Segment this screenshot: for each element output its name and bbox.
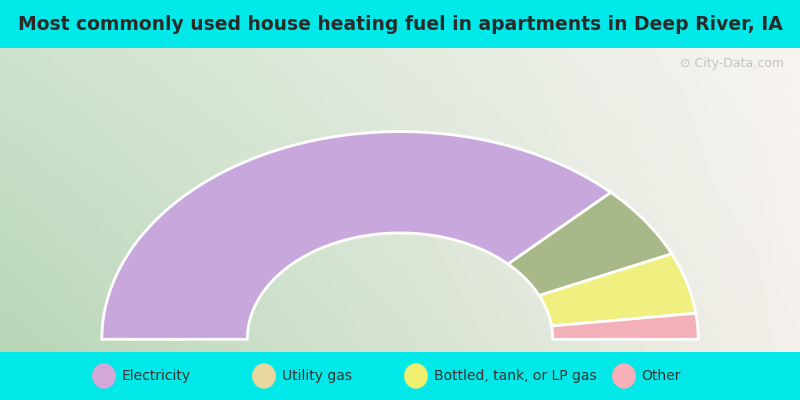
Text: Other: Other xyxy=(642,369,681,383)
Text: Utility gas: Utility gas xyxy=(282,369,352,383)
Text: Bottled, tank, or LP gas: Bottled, tank, or LP gas xyxy=(434,369,596,383)
Text: Electricity: Electricity xyxy=(122,369,190,383)
Ellipse shape xyxy=(613,364,635,388)
Polygon shape xyxy=(508,192,672,296)
Text: ⊙ City-Data.com: ⊙ City-Data.com xyxy=(680,57,784,70)
Polygon shape xyxy=(102,132,611,339)
Polygon shape xyxy=(539,254,696,326)
Ellipse shape xyxy=(93,364,115,388)
Ellipse shape xyxy=(253,364,275,388)
Ellipse shape xyxy=(405,364,427,388)
Polygon shape xyxy=(551,313,698,339)
Text: Most commonly used house heating fuel in apartments in Deep River, IA: Most commonly used house heating fuel in… xyxy=(18,14,782,34)
